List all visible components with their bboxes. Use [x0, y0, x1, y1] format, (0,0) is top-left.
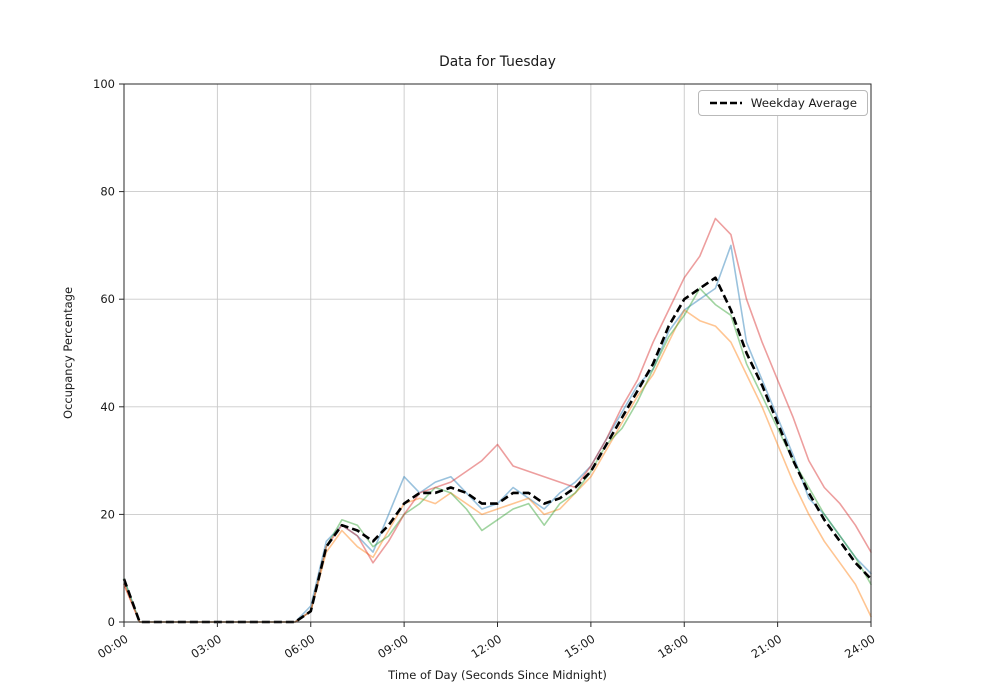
svg-text:80: 80	[100, 185, 115, 199]
svg-text:18:00: 18:00	[655, 632, 691, 661]
svg-text:03:00: 03:00	[188, 632, 224, 661]
svg-text:24:00: 24:00	[842, 632, 878, 661]
svg-text:60: 60	[100, 292, 115, 306]
legend: Weekday Average	[697, 90, 868, 116]
svg-text:0: 0	[108, 615, 115, 629]
svg-text:21:00: 21:00	[749, 632, 785, 661]
chart-title: Data for Tuesday	[439, 54, 556, 70]
svg-text:06:00: 06:00	[282, 632, 318, 661]
svg-text:100: 100	[93, 77, 115, 91]
svg-text:15:00: 15:00	[562, 632, 598, 661]
x-axis-label: Time of Day (Seconds Since Midnight)	[388, 668, 607, 682]
legend-dashed-line-icon	[709, 101, 742, 105]
legend-label: Weekday Average	[750, 96, 857, 110]
weekday-average-line	[122, 276, 872, 624]
svg-text:09:00: 09:00	[375, 632, 411, 661]
svg-text:40: 40	[100, 400, 115, 414]
svg-text:00:00: 00:00	[95, 632, 131, 661]
svg-text:12:00: 12:00	[469, 632, 505, 661]
svg-text:20: 20	[100, 507, 115, 521]
